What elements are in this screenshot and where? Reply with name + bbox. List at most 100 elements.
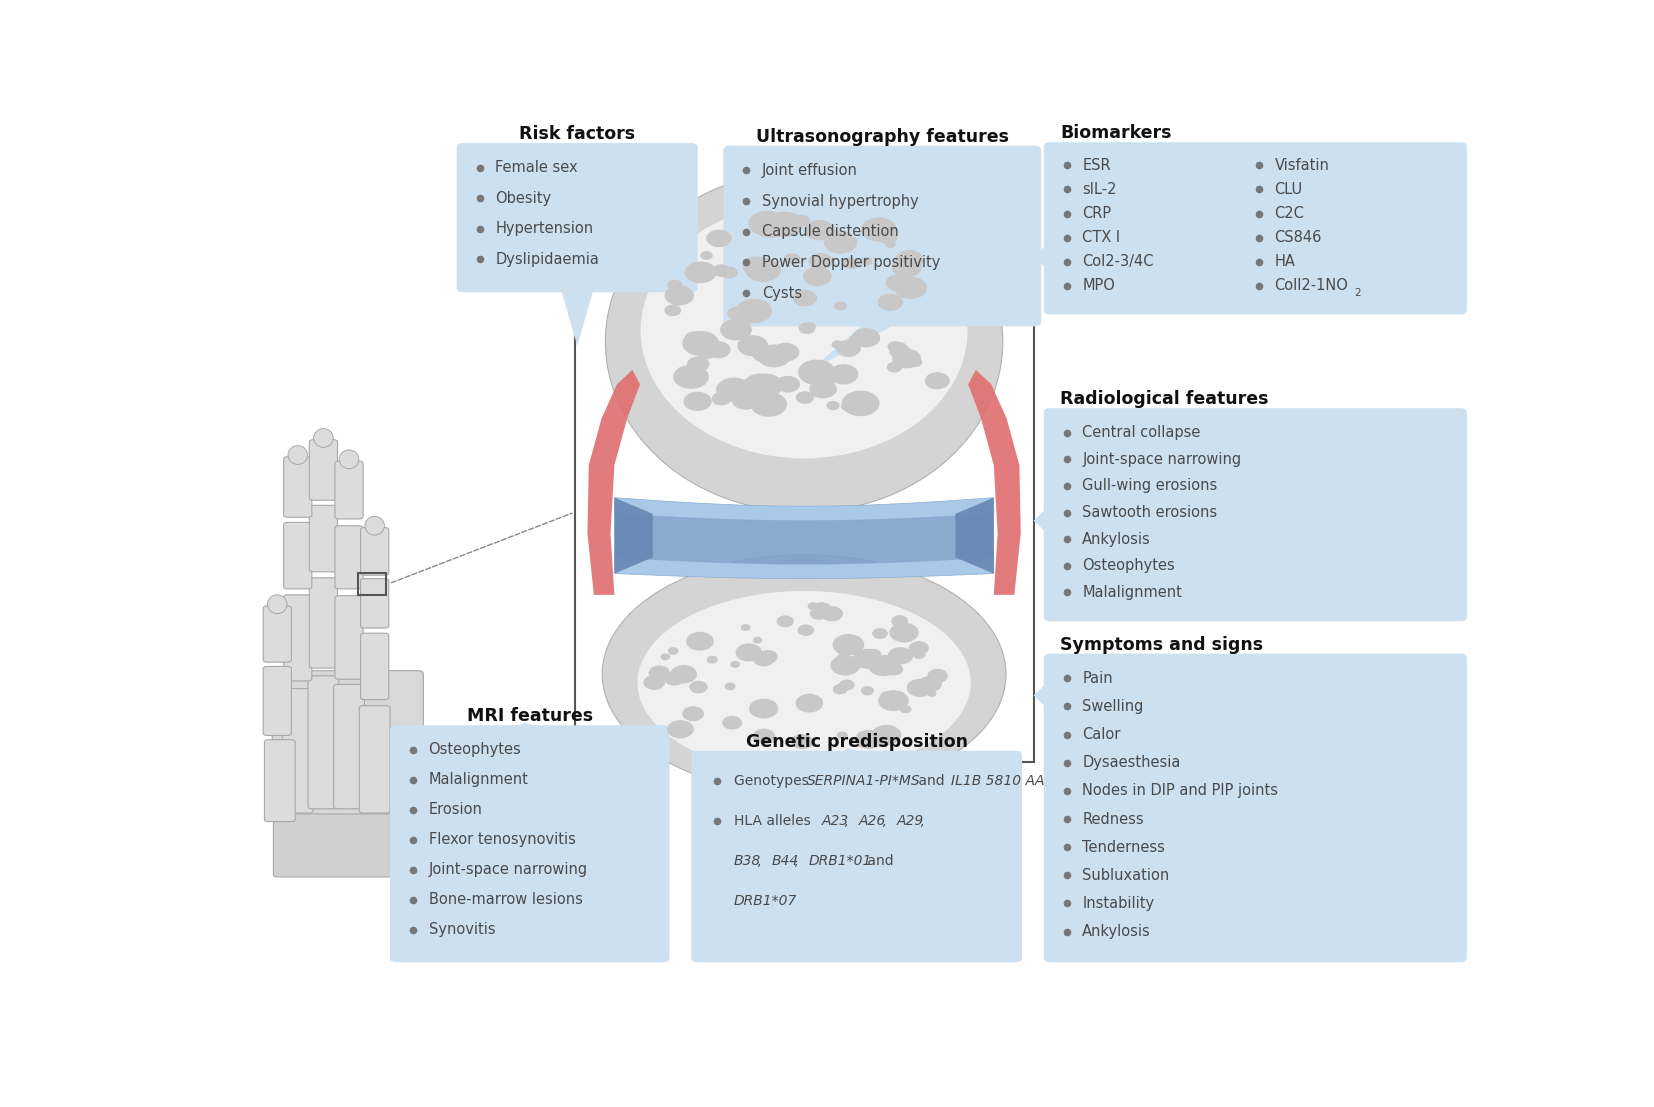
Circle shape [829,372,839,379]
Circle shape [721,387,739,399]
Circle shape [885,663,903,675]
Text: Nodes in DIP and PIP joints: Nodes in DIP and PIP joints [1082,784,1279,798]
Circle shape [668,280,681,290]
FancyBboxPatch shape [361,579,389,628]
Text: DRB1*07: DRB1*07 [734,893,797,908]
Text: Osteophytes: Osteophytes [1082,558,1174,573]
FancyBboxPatch shape [1044,142,1467,314]
Circle shape [824,373,837,382]
Circle shape [696,345,716,359]
Text: Visfatin: Visfatin [1275,157,1330,173]
FancyBboxPatch shape [284,523,313,589]
Circle shape [728,308,746,319]
Circle shape [888,342,903,351]
Text: Obesity: Obesity [495,190,551,206]
Circle shape [834,634,863,655]
FancyBboxPatch shape [723,146,1042,327]
Text: B44: B44 [771,853,799,868]
Circle shape [690,682,706,693]
Circle shape [743,257,771,276]
FancyBboxPatch shape [263,666,291,735]
Circle shape [928,691,936,696]
Circle shape [837,655,845,661]
Circle shape [867,735,875,742]
FancyBboxPatch shape [273,808,409,877]
FancyBboxPatch shape [309,439,337,500]
Circle shape [868,655,898,675]
Circle shape [754,653,772,665]
Text: CRP: CRP [1082,206,1111,221]
Circle shape [665,286,693,304]
Text: Hypertension: Hypertension [495,221,594,236]
Text: ESR: ESR [1082,157,1111,173]
Text: Joint-space narrowing: Joint-space narrowing [1082,452,1242,467]
Circle shape [888,362,901,372]
Circle shape [878,231,896,244]
Circle shape [802,292,814,299]
Text: Bone-marrow lesions: Bone-marrow lesions [428,892,582,908]
Circle shape [850,333,868,345]
Text: CTX I: CTX I [1082,230,1120,245]
Circle shape [741,300,771,319]
Text: Central collapse: Central collapse [1082,425,1201,441]
Circle shape [749,211,786,236]
Circle shape [799,323,815,333]
Circle shape [685,392,711,411]
Circle shape [792,735,812,748]
FancyBboxPatch shape [334,461,364,519]
Text: Genetic predisposition: Genetic predisposition [746,733,968,751]
Polygon shape [513,723,546,730]
Text: Ankylosis: Ankylosis [1082,531,1151,547]
Circle shape [758,345,791,366]
Text: Malalignment: Malalignment [428,773,528,787]
Circle shape [887,275,911,291]
Text: sIL-2: sIL-2 [1082,182,1116,197]
Circle shape [738,335,767,355]
Circle shape [685,332,701,343]
Text: HLA alleles: HLA alleles [734,814,815,828]
Text: Calor: Calor [1082,727,1121,742]
Circle shape [867,650,880,659]
Circle shape [749,374,782,396]
Text: Ultrasonography features: Ultrasonography features [756,127,1009,146]
Circle shape [754,638,761,643]
FancyBboxPatch shape [309,505,337,572]
FancyBboxPatch shape [457,143,698,292]
Circle shape [844,258,858,268]
Text: ,: , [882,814,892,828]
Circle shape [726,683,734,690]
Text: 2: 2 [1355,288,1361,298]
Circle shape [753,730,774,743]
Text: Coll2-1NO: Coll2-1NO [1275,279,1348,293]
FancyBboxPatch shape [1044,408,1467,621]
Circle shape [893,343,906,352]
Circle shape [777,617,794,627]
Circle shape [673,365,708,389]
Circle shape [810,380,837,397]
Polygon shape [614,514,994,565]
Circle shape [756,218,784,237]
Text: Swelling: Swelling [1082,699,1143,714]
Ellipse shape [268,594,288,613]
Circle shape [662,654,670,660]
Circle shape [860,258,872,265]
Polygon shape [1034,241,1050,272]
FancyBboxPatch shape [265,739,294,821]
FancyBboxPatch shape [334,684,364,809]
Polygon shape [968,370,1021,594]
Circle shape [890,623,918,642]
Circle shape [887,241,895,248]
Circle shape [786,254,799,263]
Circle shape [685,262,716,282]
Circle shape [890,345,910,359]
Text: ,: , [756,853,766,868]
Circle shape [893,350,920,368]
Circle shape [736,300,771,322]
Circle shape [738,380,766,399]
Circle shape [751,393,786,416]
Circle shape [809,603,817,609]
Text: IL1B 5810 AA: IL1B 5810 AA [951,774,1044,788]
Circle shape [668,648,678,654]
Circle shape [672,665,696,683]
Circle shape [701,251,713,259]
